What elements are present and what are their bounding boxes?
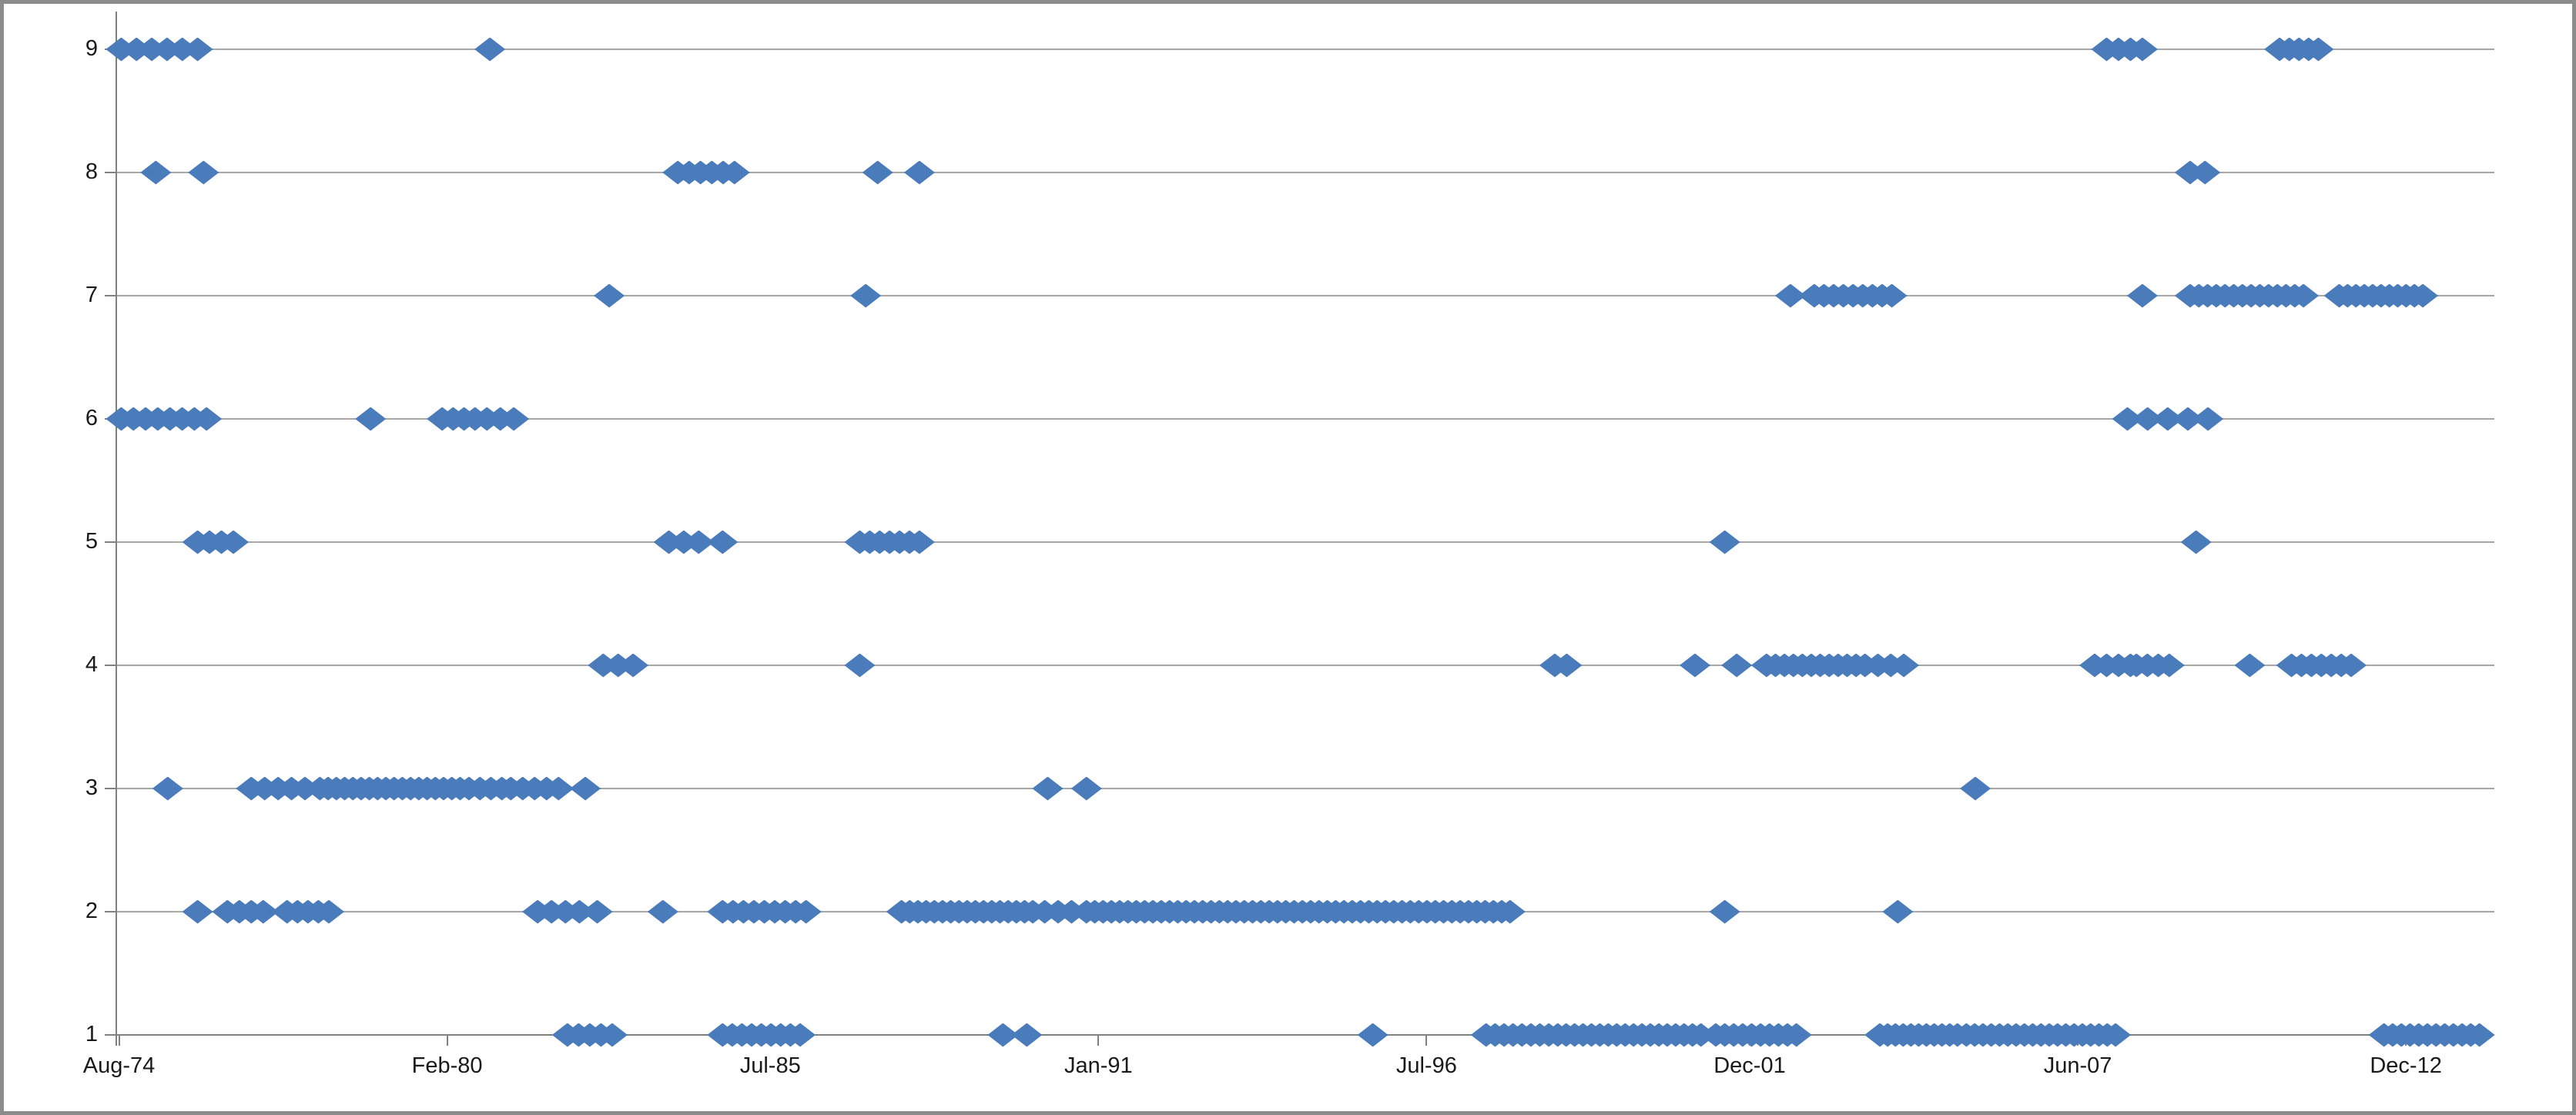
data-point-marker	[474, 37, 506, 62]
gridline	[117, 418, 2494, 420]
y-axis-label: 7	[85, 283, 98, 307]
data-point-marker	[2180, 530, 2212, 554]
data-point-marker	[903, 160, 935, 185]
y-axis-label: 9	[85, 36, 98, 61]
data-point-marker	[844, 653, 876, 678]
y-axis-label: 1	[85, 1022, 98, 1046]
gridline	[117, 541, 2494, 543]
x-axis-label: Dec-12	[2370, 1053, 2442, 1078]
data-point-marker	[1679, 653, 1710, 678]
y-axis-line	[116, 12, 117, 1036]
data-point-marker	[1011, 1023, 1043, 1047]
x-axis-label: Jul-96	[1395, 1053, 1457, 1078]
data-point-marker	[1070, 776, 1102, 801]
data-point-marker	[1882, 899, 1914, 924]
data-point-marker	[581, 899, 613, 924]
data-point-marker	[1032, 776, 1064, 801]
x-axis-label: Jun-07	[2043, 1053, 2112, 1078]
data-point-marker	[570, 776, 601, 801]
data-point-marker	[152, 776, 183, 801]
data-point-marker	[2234, 653, 2266, 678]
y-axis-tick	[105, 172, 117, 173]
gridline	[117, 788, 2494, 789]
y-axis-tick	[105, 911, 117, 912]
data-point-marker	[850, 283, 882, 308]
data-point-marker	[862, 160, 893, 185]
data-point-marker	[1357, 1023, 1388, 1047]
data-point-marker	[2192, 407, 2224, 431]
y-axis-tick	[105, 665, 117, 666]
x-axis-label: Dec-01	[1713, 1053, 1786, 1078]
data-point-marker	[707, 530, 739, 554]
data-point-marker	[594, 283, 625, 308]
y-axis-tick	[105, 541, 117, 543]
y-axis-label: 3	[85, 775, 98, 800]
x-axis-tick	[1097, 1035, 1100, 1046]
data-point-marker	[140, 160, 172, 185]
x-axis-label: Jan-91	[1064, 1053, 1133, 1078]
data-point-marker	[1721, 653, 1753, 678]
x-axis-tick	[118, 1035, 120, 1046]
x-axis-tick	[446, 1035, 448, 1046]
data-point-marker	[2126, 283, 2158, 308]
y-axis-label: 2	[85, 899, 98, 923]
x-axis-line	[117, 1034, 2494, 1036]
data-point-marker	[355, 407, 387, 431]
gridline	[117, 665, 2494, 666]
data-point-marker	[1709, 899, 1740, 924]
x-axis-label: Jul-85	[739, 1053, 801, 1078]
data-point-marker	[1960, 776, 1991, 801]
gridline	[117, 295, 2494, 296]
data-point-marker	[188, 160, 219, 185]
x-axis-label: Aug-74	[82, 1053, 156, 1078]
x-axis-tick	[1425, 1035, 1428, 1046]
y-axis-label: 4	[85, 652, 98, 677]
data-point-marker	[647, 899, 678, 924]
x-axis-tick	[116, 1035, 117, 1046]
gridline	[117, 49, 2494, 50]
y-axis-tick	[105, 788, 117, 789]
y-axis-tick	[105, 295, 117, 296]
gridline	[117, 172, 2494, 173]
y-axis-label: 5	[85, 529, 98, 554]
y-axis-tick	[105, 1034, 117, 1036]
data-point-marker	[182, 899, 213, 924]
y-axis-label: 8	[85, 159, 98, 184]
x-axis-label: Feb-80	[411, 1053, 483, 1078]
data-point-marker	[1709, 530, 1740, 554]
y-axis-label: 6	[85, 406, 98, 430]
